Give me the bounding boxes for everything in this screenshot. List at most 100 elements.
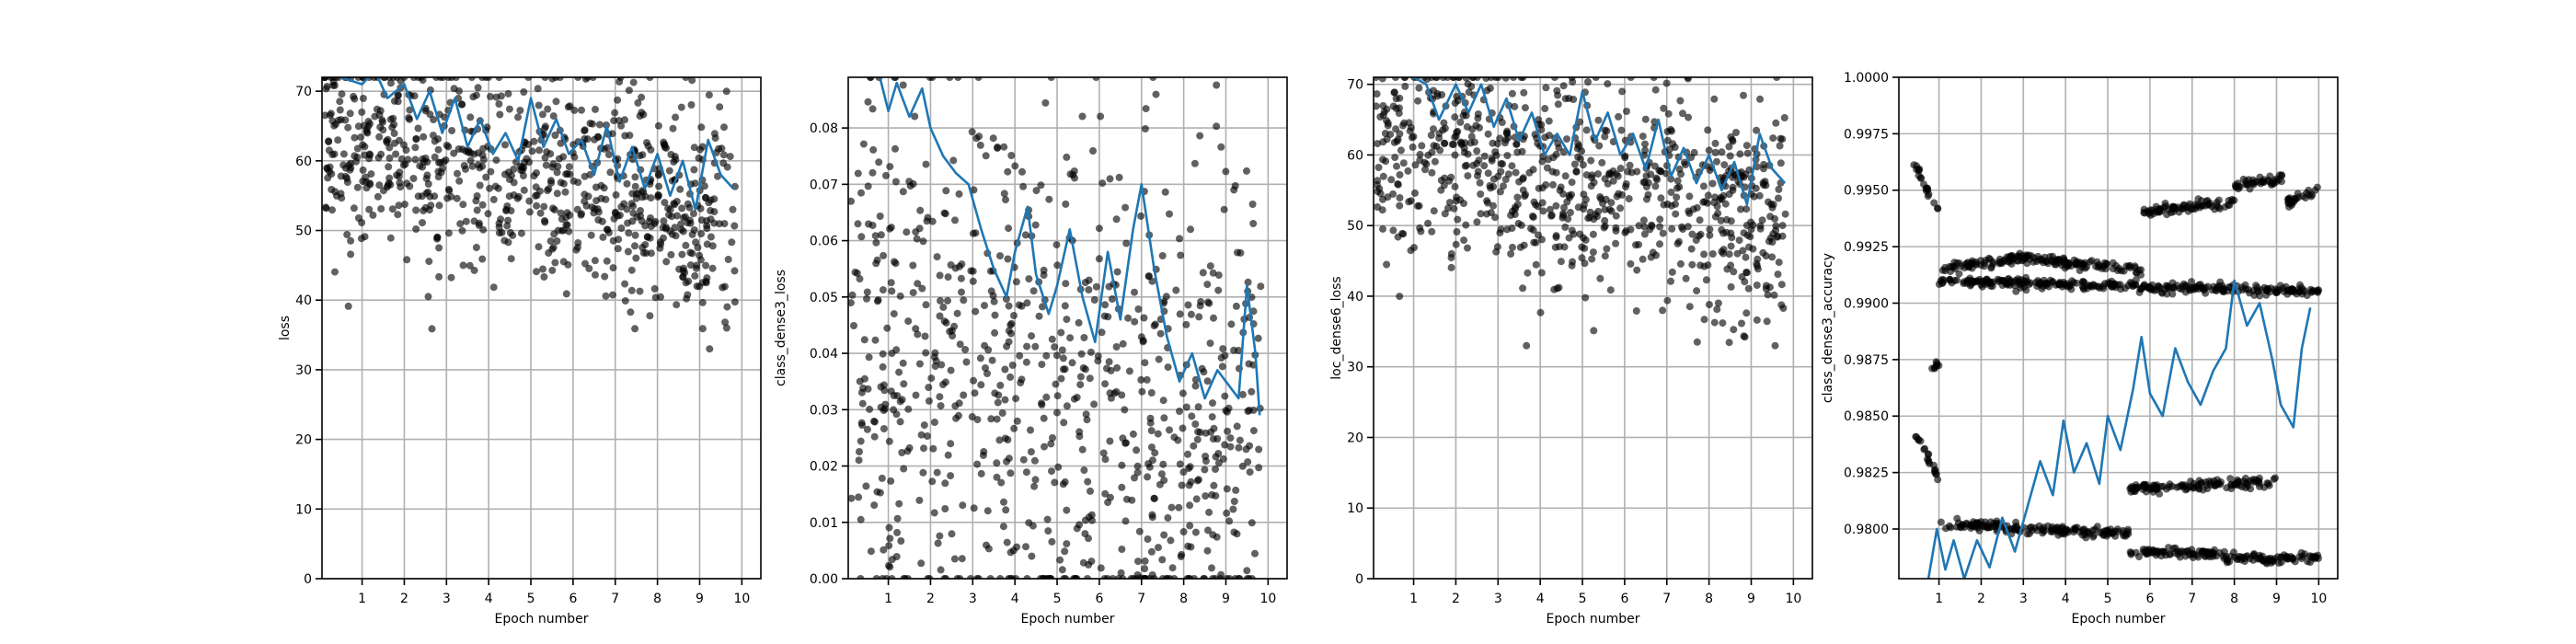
scatter-point	[2168, 290, 2177, 298]
scatter-point	[1010, 312, 1018, 319]
scatter-point	[629, 78, 638, 86]
scatter-point	[525, 158, 533, 167]
scatter-point	[970, 504, 978, 512]
scatter-point	[1222, 167, 1230, 176]
scatter-point	[880, 407, 888, 414]
y-tick-label: 0.02	[810, 460, 838, 475]
scatter-point	[1511, 211, 1519, 218]
scatter-point	[880, 546, 888, 554]
scatter-point	[1052, 380, 1060, 388]
scatter-point	[1579, 234, 1587, 242]
scatter-point	[690, 226, 698, 234]
scatter-point	[879, 350, 887, 358]
scatter-point	[2195, 477, 2203, 485]
scatter-point	[615, 212, 624, 219]
scatter-point	[353, 144, 362, 153]
scatter-point	[1144, 473, 1152, 481]
scatter-point	[494, 184, 502, 192]
scatter-point	[549, 243, 558, 251]
scatter-point	[1557, 258, 1565, 266]
scatter-point	[2256, 482, 2263, 490]
scatter-point	[1592, 77, 1600, 81]
scatter-point	[361, 151, 369, 159]
scatter-point	[1663, 128, 1672, 135]
scatter-point	[871, 336, 880, 344]
scatter-point	[428, 325, 436, 333]
scatter-point	[886, 563, 894, 571]
scatter-point	[412, 135, 420, 144]
y-tick-label: 0.9850	[1844, 409, 1889, 424]
scatter-point	[1668, 268, 1676, 276]
scatter-point	[632, 254, 640, 262]
scatter-point	[1552, 201, 1560, 210]
scatter-point	[1079, 558, 1087, 567]
scatter-point	[952, 414, 960, 422]
scatter-point	[1542, 84, 1550, 92]
scatter-point	[2040, 527, 2048, 535]
scatter-point	[1509, 243, 1516, 251]
scatter-point	[1651, 86, 1660, 94]
scatter-point	[1383, 135, 1391, 144]
scatter-point	[925, 384, 933, 392]
scatter-point	[654, 121, 662, 130]
x-tick-label: 9	[696, 592, 704, 606]
scatter-point	[492, 93, 500, 101]
scatter-point	[671, 201, 679, 209]
scatter-point	[1921, 444, 1929, 453]
scatter-point	[2250, 291, 2259, 299]
scatter-point	[1626, 161, 1634, 169]
scatter-point	[1206, 262, 1214, 270]
scatter-point	[611, 109, 619, 117]
scatter-point	[468, 162, 477, 170]
scatter-point	[485, 77, 492, 81]
scatter-point	[623, 179, 631, 188]
scatter-point	[857, 233, 866, 241]
scatter-point	[1233, 530, 1241, 538]
scatter-point	[996, 252, 1004, 260]
scatter-point	[1675, 165, 1684, 173]
scatter-point	[1204, 298, 1212, 306]
scatter-point	[1122, 239, 1131, 247]
scatter-point	[406, 115, 414, 123]
scatter-point	[2064, 282, 2072, 291]
scatter-point	[1206, 339, 1214, 348]
scatter-point	[1378, 206, 1386, 214]
scatter-point	[1641, 115, 1650, 123]
scatter-point	[1196, 429, 1204, 436]
scatter-point	[374, 154, 383, 162]
scatter-point	[562, 213, 570, 222]
scatter-point	[661, 141, 669, 149]
scatter-point	[1512, 140, 1521, 148]
scatter-point	[1615, 112, 1623, 121]
scatter-point	[534, 85, 542, 93]
scatter-point	[378, 118, 386, 126]
scatter-point	[1742, 142, 1751, 150]
scatter-point	[1098, 328, 1106, 337]
scatter-point	[1063, 540, 1071, 548]
scatter-point	[1501, 77, 1510, 82]
scatter-point	[385, 144, 394, 152]
scatter-point	[1925, 190, 1933, 199]
scatter-point	[1498, 119, 1506, 127]
scatter-point	[669, 124, 677, 132]
scatter-point	[1512, 203, 1519, 212]
scatter-point	[1673, 193, 1681, 201]
scatter-point	[677, 220, 685, 228]
scatter-point	[1759, 248, 1767, 257]
scatter-point	[374, 192, 382, 201]
scatter-point	[708, 264, 717, 272]
scatter-point	[595, 121, 604, 129]
scatter-point	[856, 448, 863, 455]
scatter-point	[1243, 167, 1250, 175]
scatter-point	[1131, 317, 1139, 326]
scatter-point	[1182, 320, 1190, 328]
scatter-point	[1441, 210, 1449, 218]
scatter-point	[1257, 282, 1265, 291]
scatter-point	[350, 204, 358, 213]
scatter-point	[1539, 207, 1547, 215]
scatter-point	[1778, 222, 1787, 230]
scatter-point	[1213, 81, 1221, 89]
x-tick-label: 7	[611, 592, 619, 606]
scatter-point	[2104, 279, 2112, 287]
scatter-point	[1248, 387, 1256, 396]
